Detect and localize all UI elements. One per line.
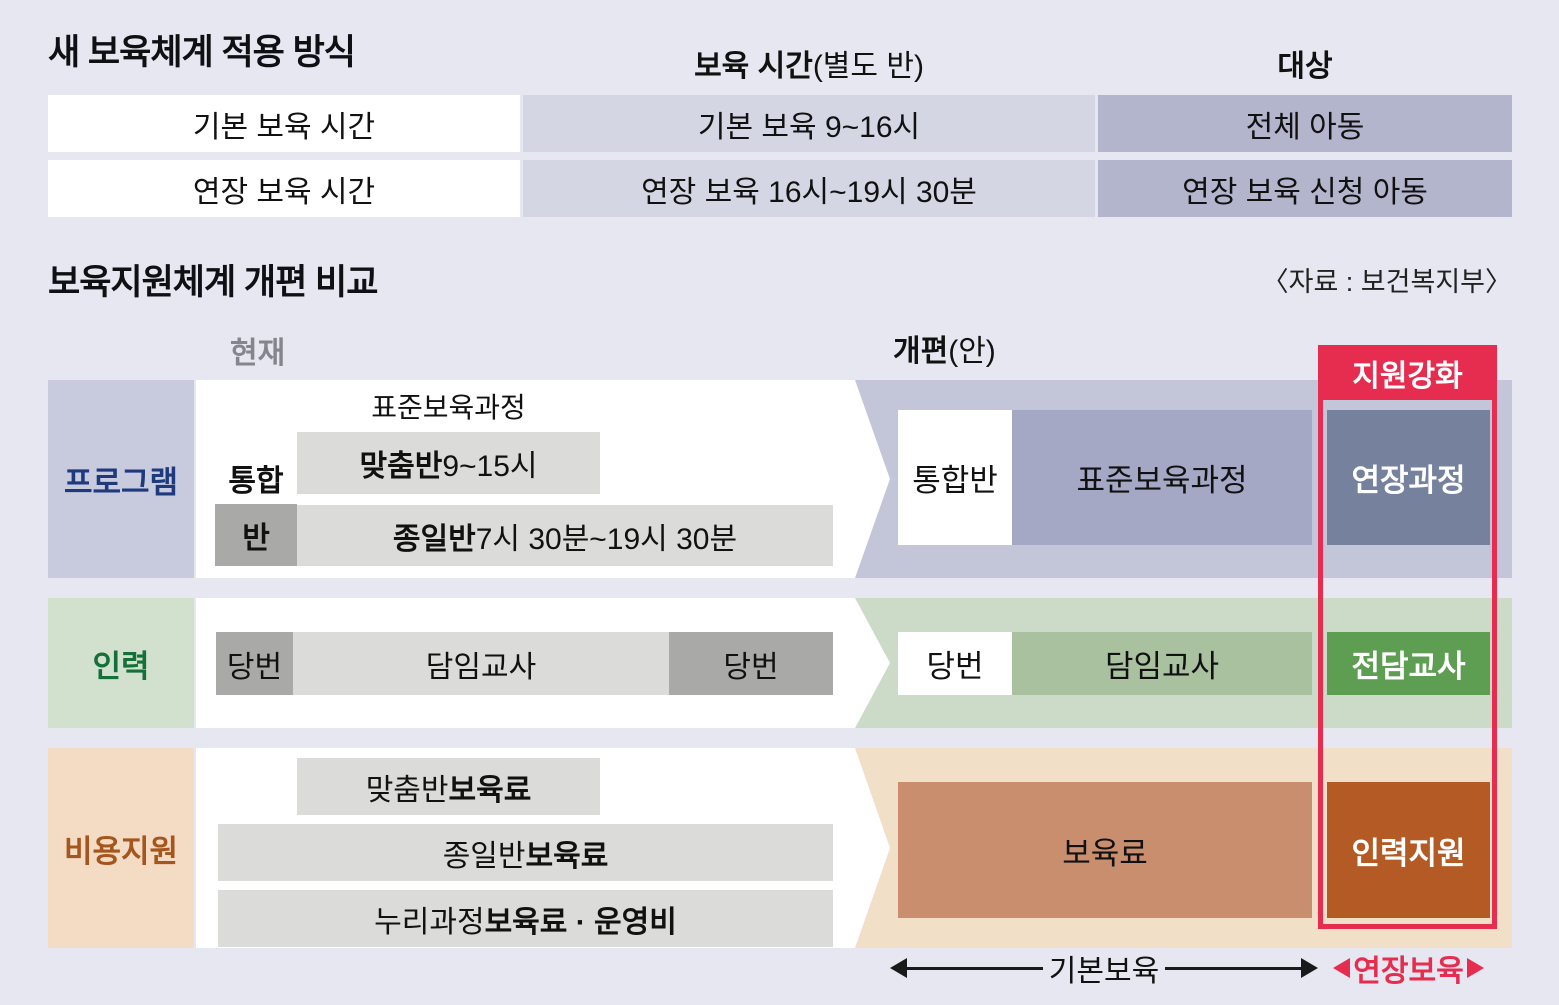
cost-matchum-fee-bar: 맞춤반 보육료	[297, 758, 600, 815]
cost-transition-arrow-icon	[855, 748, 890, 948]
row-label-personnel: 인력	[48, 598, 194, 728]
extended-care-span-arrow: 연장보육	[1320, 950, 1497, 988]
extended-care-target-cell: 연장 보육 신청 아동	[1098, 160, 1512, 217]
program-current-curriculum-text: 표준보육과정	[371, 392, 526, 423]
program-tonghap-label-top: 통합	[228, 465, 284, 498]
support-strengthen-badge: 지원강화	[1318, 345, 1497, 400]
personnel-teacher-bar: 담임교사	[293, 632, 669, 695]
cost-nuri-fee-bar: 누리과정 보육료 · 운영비	[218, 890, 833, 947]
basic-care-time-label-cell: 기본 보육 시간	[48, 95, 520, 152]
row-label-cost-support: 비용지원	[48, 748, 194, 948]
program-reform-highlight-box: 연장과정	[1327, 410, 1490, 545]
red-arrow-left-icon	[1333, 958, 1351, 978]
current-column-label: 현재	[230, 337, 286, 370]
extended-care-time-value-cell: 연장 보육 16시~19시 30분	[523, 160, 1095, 217]
reform-column-label-paren: (안)	[948, 335, 996, 368]
program-reform-main-box: 표준보육과정	[1012, 410, 1312, 545]
jongil-bar-name: 종일반	[392, 522, 476, 556]
matchum-bar-name: 맞춤반	[359, 450, 443, 483]
extended-care-time-label-cell: 연장 보육 시간	[48, 160, 520, 217]
cost-jongil-fee-bold: 보육료	[525, 839, 609, 873]
extended-care-span-label: 연장보육	[1353, 955, 1464, 988]
program-jongil-bar: 종일반 7시 30분~19시 30분	[297, 505, 833, 566]
program-matchum-bar: 맞춤반 9~15시	[297, 432, 600, 494]
personnel-duty-left-box: 당번	[216, 632, 293, 695]
cost-jongil-fee-name: 종일반	[442, 839, 526, 873]
data-source-note: 〈자료 : 보건복지부〉	[1261, 267, 1512, 297]
cost-reform-main-box: 보육료	[898, 782, 1312, 918]
matchum-bar-hours: 9~15시	[442, 450, 538, 483]
personnel-transition-arrow-icon	[855, 598, 890, 728]
top-section-title: 새 보육체계 적용 방식	[48, 33, 356, 72]
basic-care-span-arrow: 기본보육	[890, 950, 1318, 988]
cost-jongil-fee-bar: 종일반 보육료	[218, 824, 833, 881]
basic-care-target-cell: 전체 아동	[1098, 95, 1512, 152]
jongil-bar-hours: 7시 30분~19시 30분	[475, 522, 738, 556]
comparison-section-title: 보육지원체계 개편 비교	[48, 263, 378, 302]
personnel-reform-highlight-box: 전담교사	[1327, 632, 1490, 695]
arrow-right-icon	[1301, 958, 1318, 978]
column-header-care-time-main: 보육 시간	[694, 50, 813, 83]
column-header-care-time-paren: (별도 반)	[812, 50, 924, 83]
arrow-line-right	[1165, 966, 1301, 970]
personnel-duty-right-box: 당번	[669, 632, 833, 695]
program-reform-class-box: 통합반	[898, 410, 1012, 545]
arrow-left-icon	[890, 958, 907, 978]
program-tonghap-label-bottom: 반	[215, 504, 297, 566]
basic-care-span-label: 기본보육	[1048, 955, 1160, 988]
red-arrow-right-icon	[1466, 958, 1484, 978]
cost-reform-highlight-box: 인력지원	[1327, 782, 1490, 918]
personnel-reform-main-box: 담임교사	[1012, 632, 1312, 695]
reform-column-label: 개편(안)	[893, 326, 996, 370]
program-transition-arrow-icon	[855, 380, 890, 578]
row-label-program: 프로그램	[48, 380, 194, 578]
column-header-target: 대상	[1277, 50, 1333, 83]
personnel-reform-class-box: 당번	[898, 632, 1012, 695]
cost-matchum-fee-bold: 보육료	[448, 773, 532, 807]
cost-nuri-fee-bold: 보육료 · 운영비	[484, 905, 677, 939]
arrow-line-left	[907, 966, 1043, 970]
column-header-care-time: 보육 시간 (별도 반)	[523, 44, 1095, 83]
cost-matchum-fee-name: 맞춤반	[365, 773, 449, 807]
basic-care-time-value-cell: 기본 보육 9~16시	[523, 95, 1095, 152]
cost-nuri-fee-name: 누리과정	[374, 905, 485, 939]
reform-column-label-main: 개편	[893, 335, 949, 368]
